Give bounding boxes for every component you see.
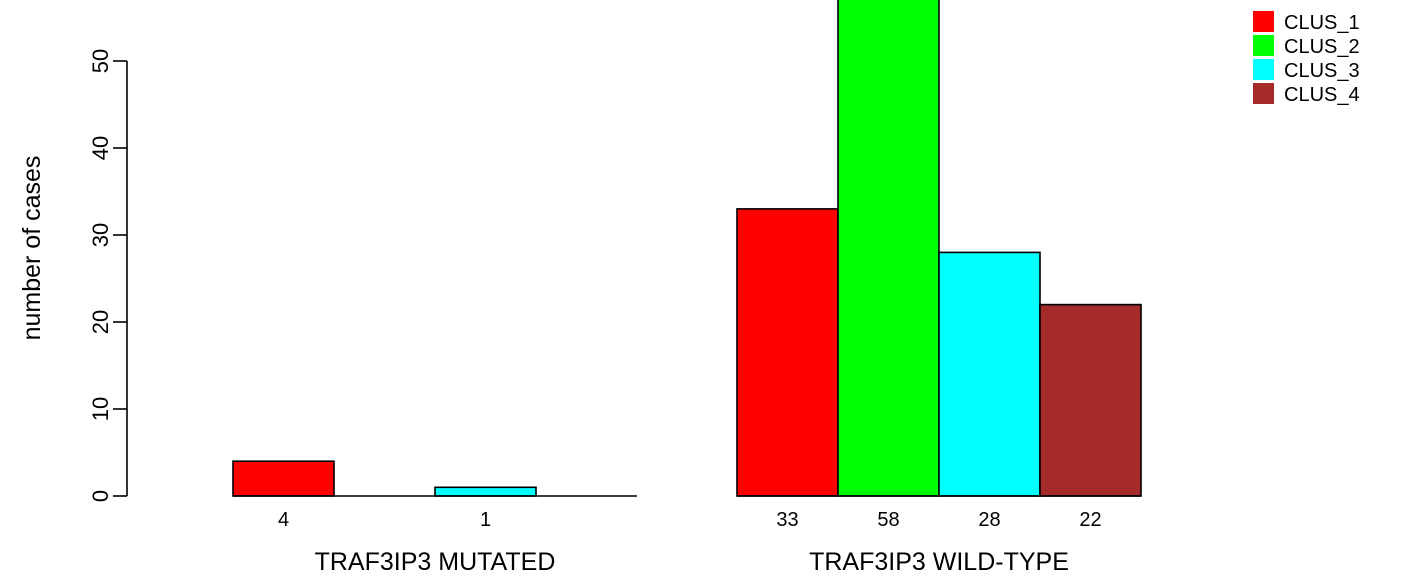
count-label: 28 [978,509,1000,531]
bar-clus-3 [938,251,1041,497]
y-tick-label: 30 [88,223,113,247]
legend-label: CLUS_1 [1284,12,1360,34]
plot-area [232,0,1142,497]
legend-label: CLUS_2 [1284,36,1360,58]
x-axes: 4 1 TRAF3IP3 MUTATED 33 58 28 22 TRAF3IP3 WILD-… [233,495,1141,576]
legend-swatch [1253,11,1274,32]
count-label: 1 [480,509,491,531]
bar-clus-1 [736,208,839,497]
y-tick-label: 50 [88,49,113,73]
count-label: 33 [776,509,798,531]
bar-clus-1 [232,460,335,497]
count-label: 58 [877,509,899,531]
y-tick-label: 40 [88,136,113,160]
y-tick-label: 0 [88,490,113,502]
group-label: TRAF3IP3 WILD-TYPE [809,548,1069,576]
legend-swatch [1253,59,1274,80]
y-tick-label: 20 [88,310,113,334]
bar-clus-4 [1039,303,1142,497]
legend-swatch [1253,35,1274,56]
legend-label: CLUS_3 [1284,60,1360,82]
group-label: TRAF3IP3 MUTATED [315,548,556,576]
bar-clus-2 [837,0,940,497]
count-label: 4 [278,509,289,531]
count-label: 22 [1079,509,1101,531]
y-tick-label: 10 [88,397,113,421]
legend-swatch [1253,83,1274,104]
legend-label: CLUS_4 [1284,84,1360,106]
bar-clus-3 [434,486,537,497]
y-axis: 0 10 20 30 40 50 [88,49,128,502]
y-axis-title: number of cases [18,156,46,341]
